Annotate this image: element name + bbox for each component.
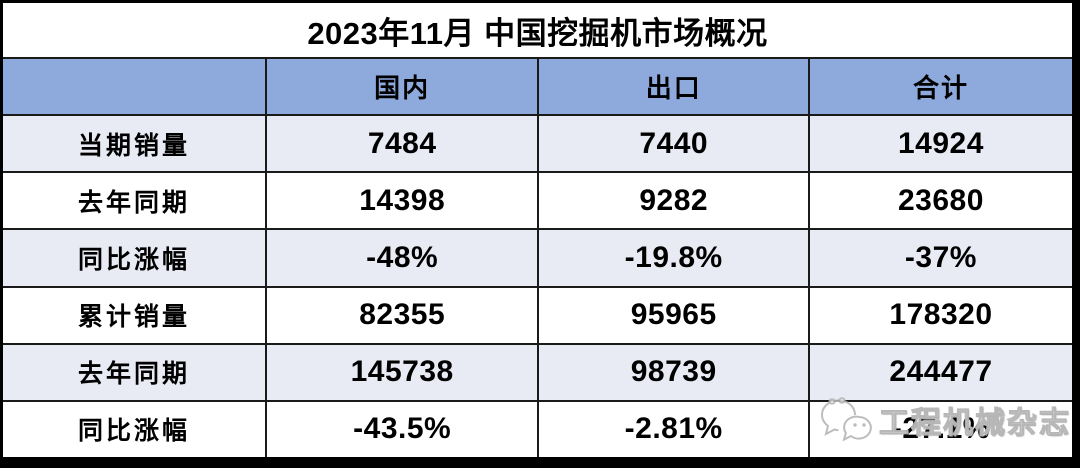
cell-value: -48%	[264, 230, 538, 286]
cell-value: -37%	[807, 230, 1072, 286]
table-row: 同比涨幅 -43.5% -2.81% -27.1%	[3, 399, 1072, 457]
cell-value: 82355	[264, 287, 538, 343]
cell-value: 9282	[537, 173, 807, 229]
cell-value: 244477	[807, 344, 1072, 400]
table-row: 累计销量 82355 95965 178320	[3, 285, 1072, 343]
cell-value: -27.1%	[807, 401, 1072, 457]
cell-value: 23680	[807, 173, 1072, 229]
cell-value: 7484	[264, 116, 538, 172]
table-header-row: 国内 出口 合计	[3, 57, 1072, 115]
cell-value: 14398	[264, 173, 538, 229]
cell-value: 14924	[807, 116, 1072, 172]
cell-value: -43.5%	[264, 401, 538, 457]
cell-value: -2.81%	[537, 401, 807, 457]
cell-value: 98739	[537, 344, 807, 400]
row-label: 去年同期	[77, 360, 190, 389]
row-label: 累计销量	[77, 303, 190, 332]
table-row: 当期销量 7484 7440 14924	[3, 114, 1072, 172]
table-row: 同比涨幅 -48% -19.8% -37%	[3, 228, 1072, 286]
row-label: 同比涨幅	[77, 245, 190, 274]
header-cell-total: 合计	[807, 59, 1072, 115]
header-cell-empty	[3, 59, 265, 114]
table-body: 国内 出口 合计 当期销量 7484 7440 14924 去年同期 14398…	[3, 57, 1072, 457]
table-title-row: 2023年11月 中国挖掘机市场概况	[3, 3, 1072, 57]
cell-value: -19.8%	[537, 230, 807, 286]
row-label: 同比涨幅	[77, 417, 190, 446]
table-row: 去年同期 14398 9282 23680	[3, 171, 1072, 229]
page-title: 2023年11月 中国挖掘机市场概况	[307, 15, 768, 51]
header-cell-export: 出口	[537, 59, 807, 115]
row-label: 去年同期	[77, 188, 190, 217]
cell-value: 145738	[264, 344, 538, 400]
cell-value: 95965	[537, 287, 807, 343]
row-label: 当期销量	[77, 131, 190, 160]
cell-value: 178320	[807, 287, 1072, 343]
table-row: 去年同期 145738 98739 244477	[3, 342, 1072, 400]
cell-value: 7440	[537, 116, 807, 172]
header-cell-domestic: 国内	[264, 59, 538, 115]
